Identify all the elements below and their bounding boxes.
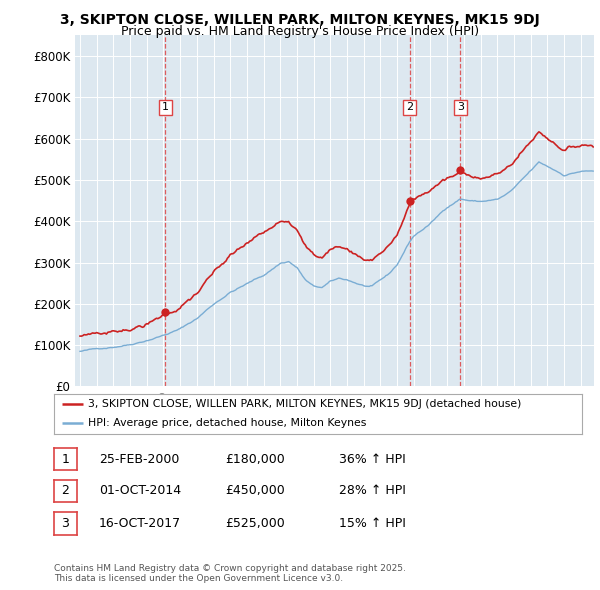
- Text: 16-OCT-2017: 16-OCT-2017: [99, 517, 181, 530]
- Text: 2: 2: [406, 103, 413, 112]
- Text: Price paid vs. HM Land Registry's House Price Index (HPI): Price paid vs. HM Land Registry's House …: [121, 25, 479, 38]
- Text: 3, SKIPTON CLOSE, WILLEN PARK, MILTON KEYNES, MK15 9DJ (detached house): 3, SKIPTON CLOSE, WILLEN PARK, MILTON KE…: [88, 399, 521, 409]
- Text: Contains HM Land Registry data © Crown copyright and database right 2025.
This d: Contains HM Land Registry data © Crown c…: [54, 563, 406, 583]
- Text: £525,000: £525,000: [225, 517, 285, 530]
- Text: 3: 3: [457, 103, 464, 112]
- Text: £450,000: £450,000: [225, 484, 285, 497]
- Text: £180,000: £180,000: [225, 453, 285, 466]
- Text: 1: 1: [162, 103, 169, 112]
- Text: 25-FEB-2000: 25-FEB-2000: [99, 453, 179, 466]
- Text: HPI: Average price, detached house, Milton Keynes: HPI: Average price, detached house, Milt…: [88, 418, 367, 428]
- Text: 3: 3: [61, 517, 70, 530]
- Text: 2: 2: [61, 484, 70, 497]
- Text: 01-OCT-2014: 01-OCT-2014: [99, 484, 181, 497]
- Text: 36% ↑ HPI: 36% ↑ HPI: [339, 453, 406, 466]
- Text: 3, SKIPTON CLOSE, WILLEN PARK, MILTON KEYNES, MK15 9DJ: 3, SKIPTON CLOSE, WILLEN PARK, MILTON KE…: [60, 13, 540, 27]
- Text: 15% ↑ HPI: 15% ↑ HPI: [339, 517, 406, 530]
- Text: 1: 1: [61, 453, 70, 466]
- Text: 28% ↑ HPI: 28% ↑ HPI: [339, 484, 406, 497]
